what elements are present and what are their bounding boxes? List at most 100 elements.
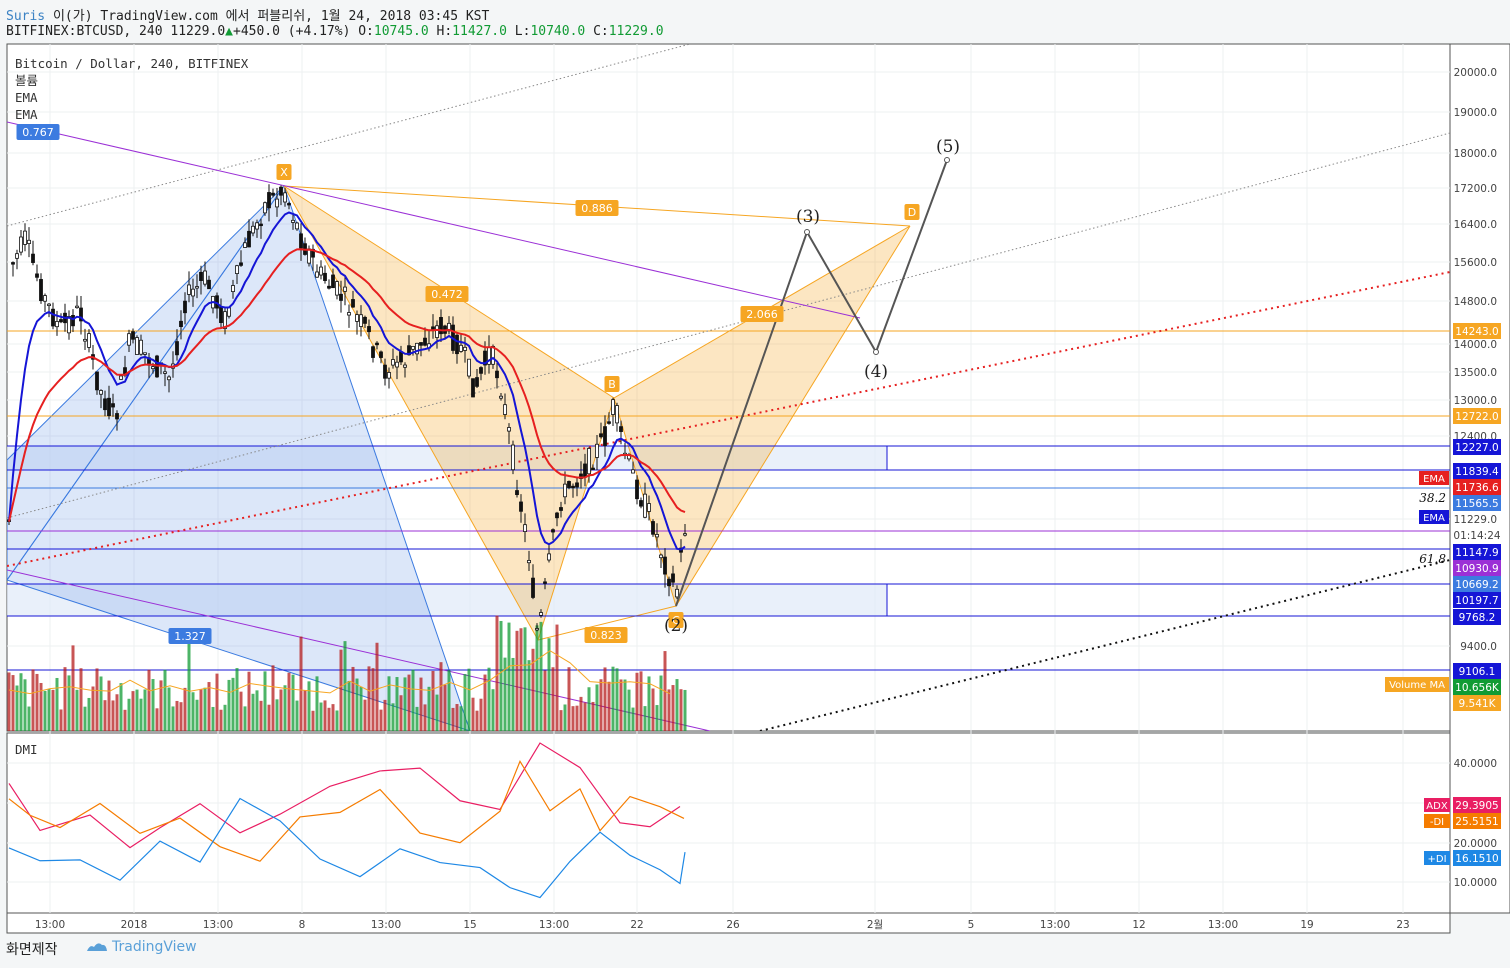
author-name[interactable]: Suris [6, 9, 46, 24]
price-tick-label: 15600.0 [1454, 257, 1497, 269]
candle-body [659, 554, 663, 559]
volume-bar [235, 668, 239, 731]
volume-bar [407, 674, 411, 731]
volume-bar [15, 685, 19, 731]
volume-bar [219, 709, 223, 731]
candle-body [187, 284, 191, 295]
volume-bar [99, 676, 103, 731]
volume-bar [31, 669, 35, 731]
volume-bar [607, 681, 611, 731]
volume-bar [331, 704, 335, 731]
candle-body [631, 469, 635, 474]
candle-body [243, 242, 247, 248]
volume-bar [587, 687, 591, 731]
candle-body [275, 198, 279, 208]
volume-bar [647, 676, 651, 731]
candle-body [355, 314, 359, 322]
volume-bar [475, 710, 479, 731]
volume-bar [19, 673, 23, 731]
volume-bar [479, 698, 483, 731]
volume-bar [415, 706, 419, 731]
volume-bar [531, 648, 535, 731]
candle-body [203, 270, 207, 285]
candle-body [79, 307, 83, 322]
volume-bar [87, 697, 91, 731]
dmi-pane[interactable] [6, 732, 1451, 914]
volume-bar [111, 700, 115, 731]
time-tick-label: 19 [1300, 919, 1313, 931]
volume-bar [311, 710, 315, 731]
candle-body [239, 262, 243, 266]
legend-symbol[interactable]: Bitcoin / Dollar, 240, BITFINEX [15, 56, 249, 71]
candle-body [479, 367, 483, 374]
channel-upper-line [7, 44, 691, 227]
volume-bar [403, 677, 407, 731]
volume-bar [123, 709, 127, 731]
tradingview-brand[interactable]: TradingView [86, 939, 197, 955]
volume-bar [611, 666, 615, 731]
volume-bar [603, 667, 607, 731]
harmonic-point-x: X [280, 166, 288, 179]
candle-body [675, 588, 679, 598]
volume-bar [107, 680, 111, 731]
candle-body [23, 230, 27, 245]
volume-bar [327, 707, 331, 731]
volume-bar [631, 707, 635, 731]
dmi-value-tag-bg [1453, 797, 1501, 813]
legend-ema-fast[interactable]: EMA [15, 90, 38, 105]
volume-bar [151, 679, 155, 731]
volume-bar [459, 706, 463, 731]
candle-body [259, 223, 263, 227]
fib-level-text: 38.2 [1419, 491, 1446, 505]
volume-bar [559, 710, 563, 731]
candle-body [183, 300, 187, 314]
candle-body [143, 352, 147, 355]
fib-level-text: 61.8 [1419, 552, 1446, 566]
candle-body [39, 279, 43, 302]
volume-bar [183, 687, 187, 731]
volume-bar [179, 702, 183, 731]
candle-body [375, 342, 379, 346]
volume-bar [399, 695, 403, 731]
candle-body [31, 253, 35, 263]
volume-bar [527, 660, 531, 731]
candle-body [55, 321, 59, 328]
candle-body [11, 262, 15, 265]
volume-bar [103, 700, 107, 731]
volume-bar [279, 689, 283, 731]
volume-bar [167, 687, 171, 731]
dmi-legend[interactable]: DMI [15, 742, 38, 757]
legend-volume[interactable]: 볼륨 [15, 73, 39, 88]
volume-bar [171, 706, 175, 731]
candle-body [179, 320, 183, 328]
volume-bar [619, 679, 623, 731]
volume-bar [11, 675, 15, 731]
ratio-label-bg [575, 200, 619, 216]
price-tag: 9768.2 [1459, 612, 1496, 624]
price-tag: 14243.0 [1455, 326, 1498, 338]
volume-bar [395, 677, 399, 731]
volume-bar [635, 672, 639, 731]
fib-ratio-label-bg [16, 124, 60, 140]
candle-body [575, 482, 579, 488]
candle-body [439, 317, 443, 335]
volume-bar [319, 702, 323, 731]
time-axis[interactable] [6, 912, 1451, 934]
volume-bar [367, 666, 371, 731]
candle-body [391, 359, 395, 366]
wave-label: (2) [664, 616, 688, 636]
volume-bar [363, 699, 367, 731]
ratio-label: 2.066 [746, 308, 778, 321]
volume-bar [55, 677, 59, 731]
legend-ema-slow[interactable]: EMA [15, 107, 38, 122]
volume-bar [43, 690, 47, 731]
candle-body [663, 556, 667, 575]
candle-body [411, 345, 415, 350]
dmi-name-tag-bg [1424, 798, 1450, 812]
candle-body [607, 421, 611, 424]
volume-bar [67, 675, 71, 731]
fib-ratio-label-bg [168, 628, 212, 644]
dmi-series-name: -DI [1430, 817, 1444, 828]
volume-bar [411, 669, 415, 731]
